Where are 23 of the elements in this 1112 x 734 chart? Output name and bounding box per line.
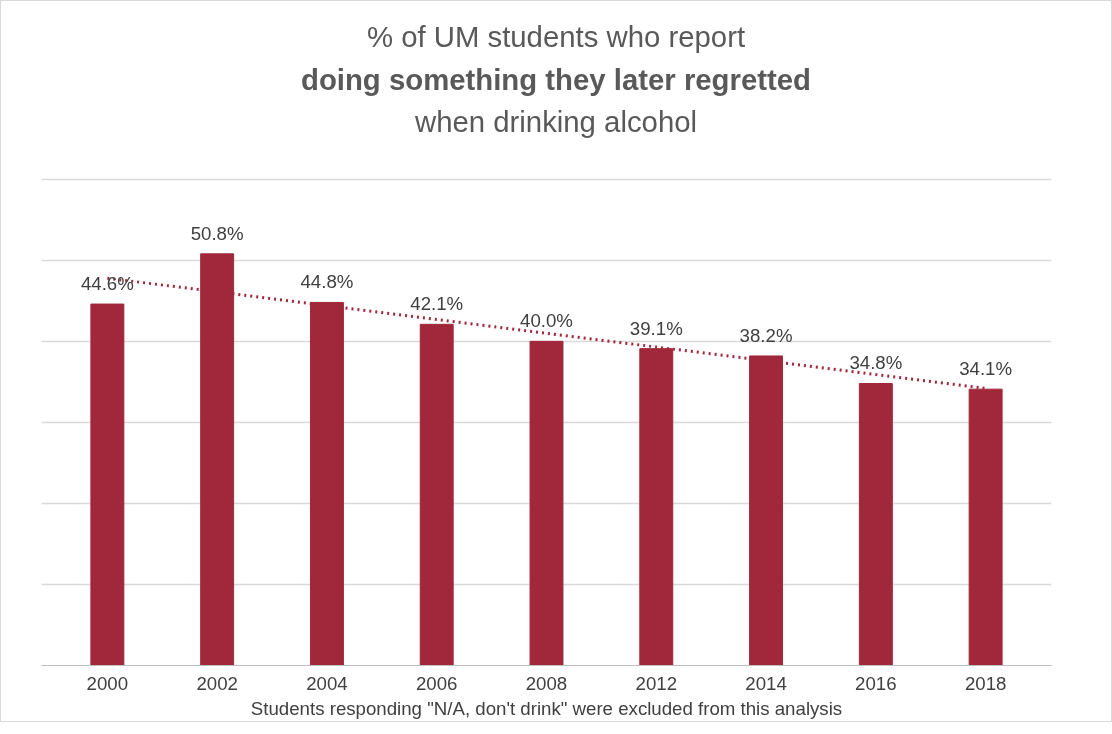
data-label: 34.8%	[849, 352, 903, 374]
data-label: 39.1%	[629, 317, 683, 339]
data-label: 38.2%	[739, 324, 793, 346]
x-tick-label: 2008	[525, 672, 568, 694]
bar	[858, 382, 893, 666]
x-tick-label: 2012	[635, 672, 678, 694]
x-tick-label: 2016	[855, 672, 897, 694]
data-label: 50.8%	[190, 222, 244, 244]
x-axis-title: Students responding "N/A, don't drink" were excluded from this analysis	[250, 697, 843, 719]
chart-title: % of UM students who report doing something they later regretted when drinking alcohol	[300, 19, 812, 141]
bar	[90, 303, 125, 666]
data-label: 40.0%	[520, 310, 573, 332]
x-tick-label: 2002	[196, 672, 238, 694]
x-tick-label: 2000	[86, 672, 129, 694]
bar	[529, 340, 564, 666]
data-label: 44.6%	[80, 273, 134, 295]
x-tick-label: 2014	[745, 672, 787, 694]
x-tick-label: 2018	[964, 672, 1007, 694]
data-label: 42.1%	[410, 293, 464, 315]
data-label: 44.8%	[300, 271, 354, 293]
x-tick-label: 2006	[415, 672, 458, 694]
x-tick-label: 2004	[306, 672, 348, 694]
data-label: 34.1%	[959, 358, 1013, 380]
